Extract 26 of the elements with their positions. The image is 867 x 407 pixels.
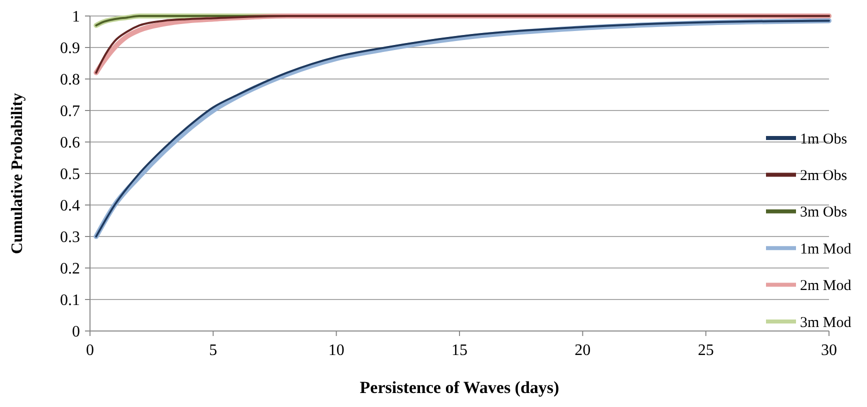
x-tick-label: 15 xyxy=(452,342,468,359)
y-tick-label: 0.6 xyxy=(60,134,80,152)
x-tick-label: 5 xyxy=(209,342,218,359)
y-tick-label: 0.3 xyxy=(60,229,80,246)
y-tick-label: 0 xyxy=(72,324,80,341)
y-axis-title: Cumulative Probability xyxy=(9,92,26,254)
legend-label: 2m Mod xyxy=(800,278,852,294)
y-tick-label: 0.4 xyxy=(60,198,80,215)
x-tick-label: 0 xyxy=(86,342,94,359)
y-tick-label: 0.8 xyxy=(60,72,80,89)
y-tick-label: 0.1 xyxy=(60,292,80,310)
y-tick-label: 1 xyxy=(72,8,80,26)
legend-label: 2m Obs xyxy=(800,168,848,184)
x-tick-label: 30 xyxy=(821,342,837,359)
y-tick-label: 0.2 xyxy=(60,260,80,278)
x-tick-label: 25 xyxy=(698,342,714,359)
legend-label: 1m Mod xyxy=(800,241,852,258)
legend-label: 3m Mod xyxy=(800,314,852,331)
legend-label: 3m Obs xyxy=(800,204,848,221)
x-tick-label: 20 xyxy=(574,342,591,359)
y-tick-label: 0.7 xyxy=(60,103,80,120)
legend-label: 1m Obs xyxy=(800,131,848,148)
x-tick-label: 10 xyxy=(328,342,344,359)
x-axis-title: Persistence of Waves (days) xyxy=(360,378,560,397)
y-tick-label: 0.9 xyxy=(60,40,80,58)
y-tick-label: 0.5 xyxy=(60,166,80,184)
